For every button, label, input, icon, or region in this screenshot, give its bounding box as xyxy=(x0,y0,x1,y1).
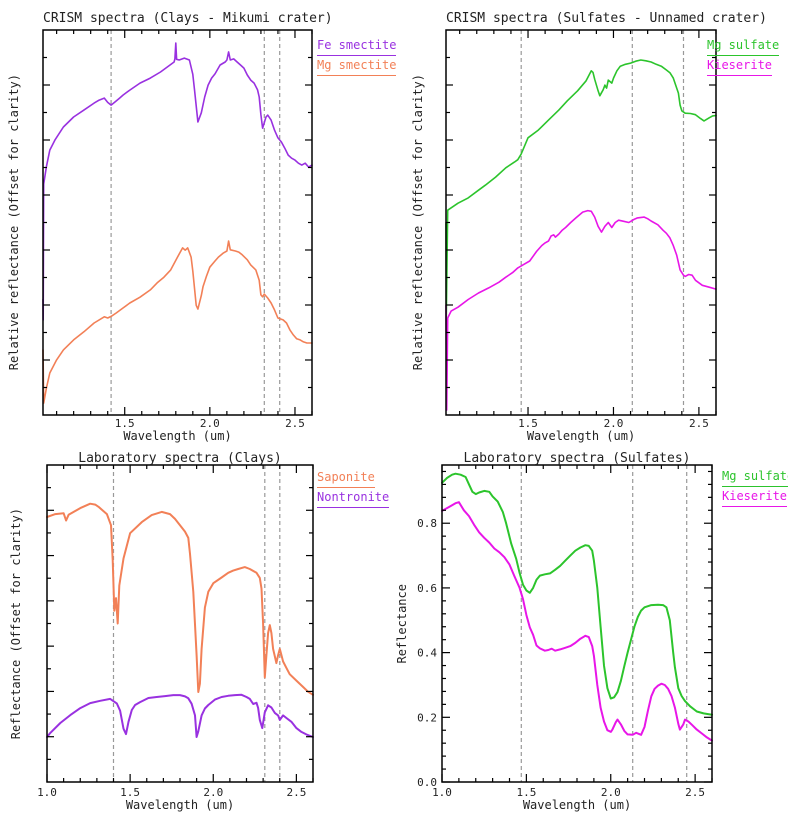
legend-item: Saponite xyxy=(317,468,389,488)
legend-item: Mg sulfate xyxy=(707,36,780,56)
x-tick-label: 2.0 xyxy=(203,786,223,799)
axes-box xyxy=(441,464,713,783)
axis-ticks xyxy=(46,465,314,782)
y-axis-label: Relative reflectance (Offset for clarity… xyxy=(411,74,425,371)
legend-entry: Mg sulfate xyxy=(722,467,788,487)
legend-entry: Nontronite xyxy=(317,488,390,508)
x-tick-label: 1.5 xyxy=(518,417,538,430)
band-marker-lines xyxy=(520,465,688,782)
axes-box xyxy=(42,29,313,416)
legend: Fe smectite Mg smectite xyxy=(317,36,397,76)
y-tick-label: 0.6 xyxy=(417,582,437,595)
legend-entry: Saponite xyxy=(317,468,375,488)
legend-entry: Mg smectite xyxy=(317,56,397,76)
series-kieserite xyxy=(441,501,713,742)
axes-box xyxy=(46,464,314,783)
x-tick-label: 2.5 xyxy=(285,417,305,430)
tick-labels: 1.0 1.5 2.0 2.5 xyxy=(37,786,306,799)
legend-entry: Mg sulfate xyxy=(707,36,780,56)
crism-clays-plot: 1.5 2.0 2.5 xyxy=(42,29,313,430)
series-fe-smectite xyxy=(42,42,313,321)
x-axis-label: Wavelength (um) xyxy=(522,798,632,812)
series-nontronite xyxy=(46,693,314,738)
x-tick-label: 2.5 xyxy=(685,786,705,799)
series-kieserite xyxy=(445,209,717,411)
tick-labels: 1.5 2.0 2.5 xyxy=(518,417,709,430)
chart-title: Laboratory spectra (Clays) xyxy=(78,451,282,466)
axis-ticks xyxy=(441,465,713,783)
legend-entry: Kieserite xyxy=(722,487,788,507)
lab-clays-plot: 1.0 1.5 2.0 2.5 xyxy=(37,464,314,799)
x-tick-label: 2.0 xyxy=(200,417,220,430)
x-axis-label: Wavelength (um) xyxy=(125,798,235,812)
x-tick-label: 1.0 xyxy=(37,786,57,799)
series-mg-sulfate xyxy=(445,59,717,318)
legend-item: Fe smectite xyxy=(317,36,397,56)
band-marker-lines xyxy=(112,465,281,782)
x-tick-label: 2.0 xyxy=(604,417,624,430)
x-tick-label: 1.5 xyxy=(120,786,140,799)
legend-entry: Fe smectite xyxy=(317,36,397,56)
legend-item: Kieserite xyxy=(707,56,779,76)
x-tick-label: 1.5 xyxy=(516,786,536,799)
legend-item: Mg sulfate xyxy=(722,467,788,487)
y-tick-label: 0.2 xyxy=(417,711,437,724)
legend: Mg sulfate Kieserite xyxy=(722,467,788,507)
series-saponite xyxy=(46,502,314,696)
x-axis-label: Wavelength (um) xyxy=(526,429,636,443)
y-tick-label: 0.4 xyxy=(417,647,437,660)
legend: Mg sulfate Kieserite xyxy=(707,36,780,76)
x-tick-label: 1.5 xyxy=(115,417,135,430)
y-axis-label: Reflectance xyxy=(395,583,409,664)
band-marker-lines xyxy=(520,30,685,415)
chart-title: Laboratory spectra (Sulfates) xyxy=(463,451,691,466)
chart-lab-sulfates: 1.0 1.5 2.0 2.5 0.0 0.2 0.4 0.6 0.8 Laboratory s… xyxy=(394,440,788,825)
lab-sulfates-plot: 1.0 1.5 2.0 2.5 0.0 0.2 0.4 0.6 0.8 xyxy=(417,464,713,799)
legend-item: Kieserite xyxy=(722,487,788,507)
legend-item: Mg smectite xyxy=(317,56,397,76)
x-axis-label: Wavelength (um) xyxy=(123,429,232,443)
chart-title: CRISM spectra (Clays - Mikumi crater) xyxy=(43,11,333,26)
axis-ticks xyxy=(446,30,717,415)
axis-ticks xyxy=(43,30,313,415)
series-mg-smectite xyxy=(42,240,313,404)
x-tick-label: 1.0 xyxy=(432,786,452,799)
y-axis-label: Relative reflectance (Offset for clarity… xyxy=(7,74,21,371)
chart-crism-sulfates: 1.5 2.0 2.5 CRISM spectra (Sulfates - Unna… xyxy=(394,0,788,443)
y-tick-label: 0.8 xyxy=(417,517,437,530)
y-axis-label: Reflectance (Offset for clarity) xyxy=(9,507,23,740)
chart-lab-clays: 1.0 1.5 2.0 2.5 Laboratory spectra (Clays) … xyxy=(0,440,394,825)
legend-entry: Kieserite xyxy=(707,56,773,76)
y-tick-label: 0.0 xyxy=(417,776,437,789)
legend-item: Nontronite xyxy=(317,488,390,508)
series-mg-sulfate xyxy=(441,472,713,716)
chart-crism-clays: 1.5 2.0 2.5 CRISM spectra (Clays - Mikumi … xyxy=(0,0,397,443)
tick-labels: 1.0 1.5 2.0 2.5 0.0 0.2 0.4 0.6 0.8 xyxy=(417,517,705,799)
tick-labels: 1.5 2.0 2.5 xyxy=(115,417,305,430)
legend: Saponite Nontronite xyxy=(317,468,390,508)
x-tick-label: 2.5 xyxy=(689,417,709,430)
x-tick-label: 2.0 xyxy=(601,786,621,799)
x-tick-label: 2.5 xyxy=(286,786,306,799)
band-marker-lines xyxy=(110,30,281,415)
crism-sulfates-plot: 1.5 2.0 2.5 xyxy=(445,29,717,430)
chart-title: CRISM spectra (Sulfates - Unnamed crater… xyxy=(446,11,767,26)
